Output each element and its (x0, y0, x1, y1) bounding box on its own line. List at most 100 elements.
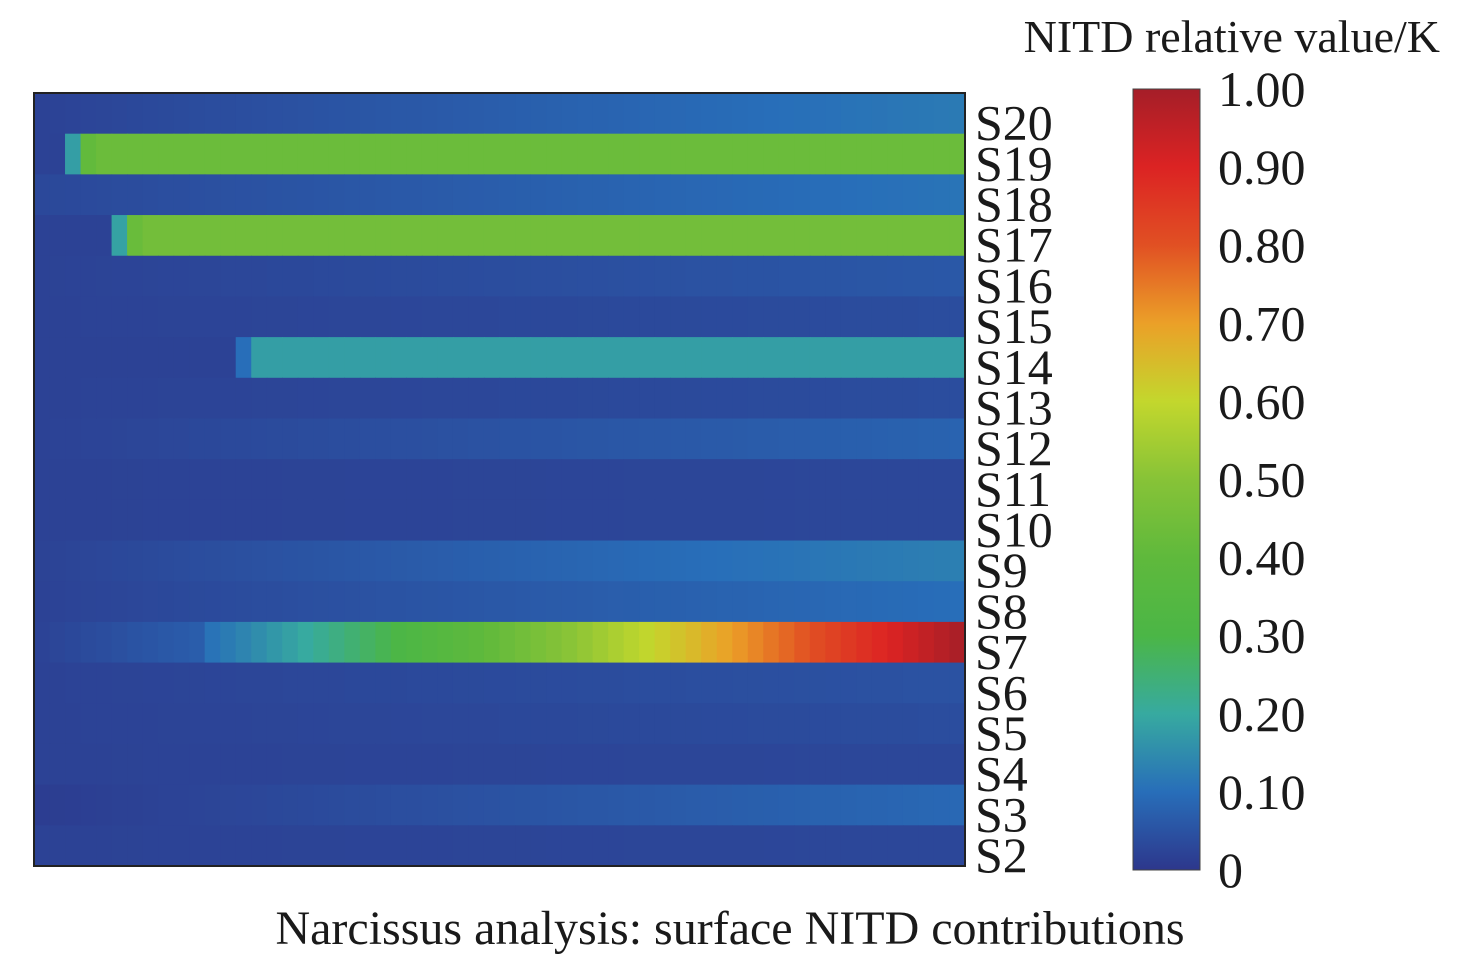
heatmap-cell-s19-43 (701, 133, 718, 175)
heatmap-cell-s10-23 (390, 499, 407, 542)
heatmap-cell-s14-38 (623, 337, 640, 379)
heatmap-cell-s2-20 (344, 825, 361, 867)
heatmap-cell-s15-48 (778, 296, 795, 338)
heatmap-cell-s17-30 (499, 215, 516, 257)
heatmap-cell-s16-12 (220, 255, 237, 298)
heatmap-cell-s11-24 (406, 459, 423, 501)
heatmap-cell-s17-20 (344, 215, 361, 257)
heatmap-cell-s14-35 (577, 337, 594, 379)
heatmap-cell-s4-19 (328, 743, 345, 786)
heatmap-cell-s15-8 (158, 296, 175, 338)
heatmap-cell-s12-55 (887, 418, 904, 460)
heatmap-cell-s2-41 (670, 825, 687, 867)
heatmap-cell-s6-9 (173, 662, 190, 704)
heatmap-cell-s17-18 (313, 215, 330, 257)
heatmap-cell-s10-19 (328, 499, 345, 542)
heatmap-cell-s5-38 (623, 703, 640, 745)
heatmap-cell-s2-56 (902, 825, 920, 867)
heatmap-cell-s12-14 (251, 418, 268, 460)
heatmap-cell-s17-31 (515, 215, 532, 257)
heatmap-cell-s14-32 (530, 337, 547, 379)
heatmap-cell-s9-39 (639, 540, 656, 582)
heatmap-cell-s15-32 (530, 296, 547, 338)
heatmap-cell-s19-33 (546, 133, 563, 175)
heatmap-cell-s11-53 (856, 459, 873, 501)
heatmap-cell-s6-21 (359, 662, 376, 704)
heatmap-cell-s6-32 (530, 662, 547, 704)
heatmap-cell-s16-34 (561, 255, 578, 298)
heatmap-cell-s17-15 (266, 215, 283, 257)
heatmap-cell-s16-25 (421, 255, 439, 298)
heatmap-cell-s7-10 (189, 621, 206, 664)
heatmap-cell-s18-25 (421, 174, 439, 216)
heatmap-cell-s18-47 (763, 174, 780, 216)
heatmap-cell-s5-56 (902, 703, 920, 745)
heatmap-cell-s2-45 (732, 825, 749, 867)
heatmap-cell-s16-53 (856, 255, 873, 298)
heatmap-cell-s6-54 (871, 662, 889, 704)
heatmap-cell-s5-58 (933, 703, 951, 745)
heatmap-cell-s12-9 (173, 418, 190, 460)
heatmap-cell-s12-53 (856, 418, 873, 460)
heatmap-cell-s16-51 (825, 255, 842, 298)
heatmap-cell-s5-40 (654, 703, 671, 745)
heatmap-cell-s6-22 (375, 662, 392, 704)
heatmap-cell-s3-34 (561, 784, 578, 826)
heatmap-cell-s2-15 (266, 825, 283, 867)
heatmap-cell-s10-54 (871, 499, 889, 542)
heatmap-cell-s12-51 (825, 418, 842, 460)
heatmap-cell-s15-23 (390, 296, 407, 338)
heatmap-cell-s9-0 (34, 540, 51, 582)
heatmap-cell-s2-39 (639, 825, 656, 867)
heatmap-cell-s3-53 (856, 784, 873, 826)
heatmap-cell-s6-30 (499, 662, 516, 704)
heatmap-cell-s13-25 (421, 377, 439, 420)
heatmap-cell-s11-50 (809, 459, 826, 501)
heatmap-cell-s16-11 (204, 255, 221, 298)
row-label-s18: S18 (975, 176, 1053, 232)
heatmap-cell-s18-28 (468, 174, 485, 216)
heatmap-cell-s3-40 (654, 784, 671, 826)
heatmap-cell-s3-43 (701, 784, 718, 826)
heatmap-cell-s19-36 (592, 133, 609, 175)
heatmap-cell-s19-57 (918, 133, 935, 175)
heatmap-cell-s19-9 (173, 133, 190, 175)
heatmap-cell-s2-26 (437, 825, 454, 867)
heatmap-cell-s6-48 (778, 662, 795, 704)
heatmap-cell-s12-18 (313, 418, 330, 460)
heatmap-cell-s19-54 (871, 133, 889, 175)
heatmap-cell-s8-41 (670, 581, 687, 623)
heatmap-cell-s19-32 (530, 133, 547, 175)
heatmap-cell-s6-39 (639, 662, 656, 704)
heatmap-cell-s2-10 (189, 825, 206, 867)
heatmap-cell-s9-3 (80, 540, 97, 582)
heatmap-cell-s15-47 (763, 296, 780, 338)
heatmap-cell-s11-26 (437, 459, 454, 501)
heatmap-cell-s17-57 (918, 215, 935, 257)
heatmap-cell-s19-23 (390, 133, 407, 175)
heatmap-cell-s20-32 (530, 93, 547, 135)
heatmap-cell-s16-23 (390, 255, 407, 298)
heatmap-cell-s7-24 (406, 621, 423, 664)
heatmap-cell-s17-2 (65, 215, 82, 257)
heatmap-cell-s11-16 (282, 459, 299, 501)
heatmap-cell-s11-23 (390, 459, 407, 501)
heatmap-cell-s18-48 (778, 174, 795, 216)
heatmap-cell-s17-11 (204, 215, 221, 257)
heatmap-cell-s10-1 (49, 499, 66, 542)
heatmap-cell-s17-38 (623, 215, 640, 257)
heatmap-cell-s3-45 (732, 784, 749, 826)
heatmap-cell-s7-6 (127, 621, 144, 664)
heatmap-cell-s13-3 (80, 377, 97, 420)
heatmap-cell-s10-3 (80, 499, 97, 542)
heatmap-cell-s4-26 (437, 743, 454, 786)
heatmap-cell-s16-14 (251, 255, 268, 298)
row-label-s15: S15 (975, 298, 1053, 354)
heatmap-cell-s8-6 (127, 581, 144, 623)
heatmap-cell-s4-41 (670, 743, 687, 786)
heatmap-cell-s6-51 (825, 662, 842, 704)
heatmap-cell-s15-36 (592, 296, 609, 338)
heatmap-cell-s17-3 (80, 215, 97, 257)
heatmap-cell-s5-32 (530, 703, 547, 745)
heatmap-cell-s12-30 (499, 418, 516, 460)
